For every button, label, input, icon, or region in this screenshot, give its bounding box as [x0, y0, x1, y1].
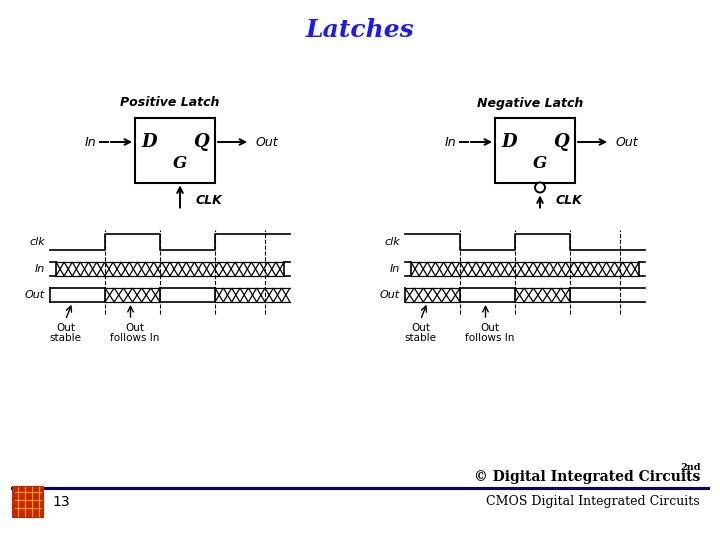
Circle shape [535, 183, 545, 192]
Text: In: In [84, 136, 96, 148]
Text: Latches: Latches [305, 18, 415, 42]
Text: Out: Out [616, 136, 639, 148]
Text: CMOS Digital Integrated Circuits: CMOS Digital Integrated Circuits [487, 496, 700, 509]
Text: Out: Out [56, 323, 75, 333]
Text: stable: stable [405, 333, 436, 343]
Text: Q: Q [193, 133, 209, 151]
Text: clk: clk [384, 237, 400, 247]
Bar [495, 118, 575, 183]
Text: In: In [444, 136, 456, 148]
Text: clk: clk [30, 237, 45, 247]
Text: Out: Out [256, 136, 279, 148]
Text: D: D [141, 133, 157, 151]
Text: Out: Out [25, 290, 45, 300]
Text: © Digital Integrated Circuits: © Digital Integrated Circuits [474, 470, 700, 484]
Text: 13: 13 [52, 495, 70, 509]
Text: CLK: CLK [196, 194, 222, 207]
Text: Out: Out [411, 323, 430, 333]
Text: G: G [533, 156, 547, 172]
Bar [135, 118, 215, 183]
Text: In: In [35, 264, 45, 274]
Text: Positive Latch: Positive Latch [120, 97, 220, 110]
Text: Out: Out [125, 323, 144, 333]
Text: Negative Latch: Negative Latch [477, 97, 583, 110]
Text: 2nd: 2nd [680, 463, 701, 472]
Text: Out: Out [380, 290, 400, 300]
Text: D: D [501, 133, 517, 151]
Text: follows In: follows In [465, 333, 514, 343]
Text: stable: stable [50, 333, 81, 343]
Text: follows In: follows In [110, 333, 159, 343]
Text: Out: Out [480, 323, 499, 333]
Text: Q: Q [553, 133, 569, 151]
Bar [12, 486, 44, 518]
Text: G: G [173, 156, 187, 172]
Text: In: In [390, 264, 400, 274]
Text: CLK: CLK [556, 194, 582, 207]
